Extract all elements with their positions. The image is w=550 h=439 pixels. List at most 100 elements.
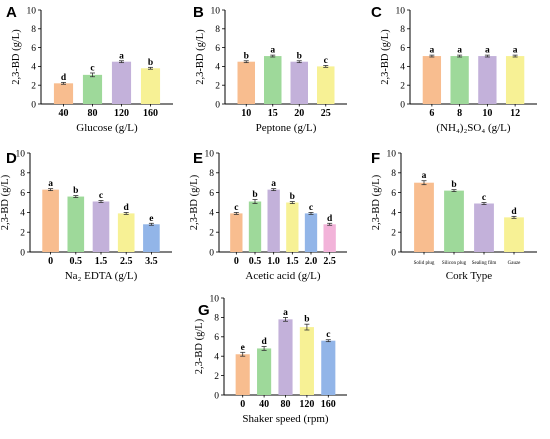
- panel-letter-f: F: [371, 150, 380, 167]
- y-tick-label-a: 4: [31, 63, 36, 73]
- y-tick-label-d: 10: [16, 149, 26, 159]
- sig-letter-a-0: d: [61, 73, 67, 83]
- x-tick-label-f-1: Silicon plug: [442, 261, 467, 266]
- sig-letter-g-1: d: [261, 337, 267, 347]
- y-tick-label-c: 10: [396, 6, 406, 16]
- bar-d-3: [117, 213, 135, 252]
- sig-letter-a-2: a: [119, 51, 124, 61]
- sig-letter-g-3: b: [304, 315, 309, 325]
- bar-a-0: [53, 83, 74, 104]
- x-axis-label-a: Glucose (g/L): [76, 122, 138, 134]
- y-tick-label-b: 4: [215, 63, 220, 73]
- x-axis-label-f: Cork Type: [446, 270, 493, 282]
- panel-letter-a: A: [6, 4, 17, 21]
- sig-letter-a-3: b: [148, 58, 153, 68]
- y-tick-label-e: 10: [205, 149, 215, 159]
- sig-letter-f-0: a: [422, 171, 427, 181]
- bar-g-0: [235, 354, 250, 395]
- x-tick-label-b-0: 10: [241, 108, 251, 119]
- sig-letter-b-0: b: [244, 51, 249, 61]
- y-tick-label-a: 2: [31, 82, 36, 92]
- y-axis-label-g: 2,3-BD (g/L): [194, 318, 205, 374]
- sig-letter-e-1: b: [252, 190, 257, 200]
- sig-letter-c-1: a: [457, 46, 462, 56]
- sig-letter-e-3: b: [290, 192, 295, 202]
- bar-b-1: [264, 56, 282, 104]
- bar-e-0: [230, 213, 243, 252]
- y-tick-label-c: 0: [400, 100, 405, 110]
- bar-c-2: [478, 56, 497, 104]
- bar-a-1: [82, 74, 103, 104]
- x-tick-label-c-1: 8: [457, 108, 462, 119]
- x-tick-label-f-0: Solid plug: [414, 261, 435, 266]
- y-tick-label-b: 8: [215, 25, 220, 35]
- y-tick-label-f: 10: [387, 149, 397, 159]
- panel-a: A 0 2 4 6 8 10 2,3-BD (g/L) Glucose (g/L) d 40 c 80 a…: [6, 4, 173, 134]
- bar-d-1: [67, 196, 85, 252]
- sig-letter-e-5: d: [327, 214, 333, 224]
- sig-letter-g-4: c: [326, 330, 330, 340]
- y-tick-label-a: 0: [31, 100, 36, 110]
- x-tick-label-g-3: 120: [299, 399, 314, 410]
- panel-c: C 0 2 4 6 8 10 2,3-BD (g/L) (NH₄)₂SO₄ (g/L) a 6 a 8 a…: [371, 4, 537, 134]
- bar-c-3: [505, 56, 525, 104]
- x-tick-label-f-3: Gauze: [508, 261, 522, 266]
- y-tick-label-a: 6: [31, 44, 36, 54]
- x-tick-label-c-3: 12: [510, 108, 520, 119]
- sig-letter-d-1: b: [73, 186, 78, 196]
- x-tick-label-a-2: 120: [114, 108, 129, 119]
- x-tick-label-d-1: 0.5: [70, 256, 83, 267]
- y-tick-label-d: 0: [20, 248, 25, 258]
- y-tick-label-g: 8: [214, 314, 219, 324]
- sig-letter-f-2: c: [482, 193, 486, 203]
- y-tick-label-e: 8: [209, 169, 214, 179]
- bar-e-3: [286, 202, 299, 252]
- bar-d-0: [42, 189, 59, 252]
- sig-letter-d-2: c: [99, 191, 103, 201]
- x-tick-label-g-1: 40: [259, 399, 269, 410]
- panel-g: G 0 2 4 6 8 10 2,3-BD (g/L) Shaker speed (rpm) e 0…: [194, 294, 347, 425]
- sig-letter-d-3: d: [124, 203, 130, 213]
- y-tick-label-g: 0: [214, 391, 219, 401]
- y-axis-label-c: 2,3-BD (g/L): [380, 29, 391, 85]
- y-tick-label-g: 6: [214, 333, 219, 343]
- x-axis-label-b: Peptone (g/L): [256, 122, 317, 134]
- bar-b-0: [237, 61, 255, 104]
- bar-f-0: [414, 182, 434, 252]
- x-tick-label-f-2: Sealing film: [472, 261, 497, 266]
- x-tick-label-b-1: 15: [268, 108, 278, 119]
- y-tick-label-d: 8: [20, 169, 25, 179]
- y-tick-label-b: 10: [211, 6, 221, 16]
- bar-d-2: [92, 201, 110, 252]
- panel-letter-e: E: [193, 150, 203, 167]
- x-axis-label-c: (NH₄)₂SO₄ (g/L): [436, 122, 510, 134]
- x-tick-label-g-2: 80: [281, 399, 291, 410]
- panel-d: D 0 2 4 6 8 10 2,3-BD (g/L) Na₂ EDTA (g/L) a 0 b 0.5…: [0, 149, 172, 282]
- y-tick-label-f: 6: [391, 189, 396, 199]
- sig-letter-g-0: e: [241, 343, 245, 353]
- sig-letter-f-1: b: [451, 180, 456, 190]
- y-axis-label-f: 2,3-BD (g/L): [371, 174, 382, 230]
- x-tick-label-d-2: 1.5: [95, 256, 108, 267]
- x-tick-label-e-5: 2.5: [323, 256, 336, 267]
- y-tick-label-g: 4: [214, 353, 219, 363]
- panel-letter-c: C: [371, 4, 382, 21]
- x-tick-label-d-3: 2.5: [120, 256, 133, 267]
- panel-e: E 0 2 4 6 8 10 2,3-BD (g/L) Acetic acid (g/L) c 0 b…: [189, 149, 347, 282]
- y-tick-label-d: 6: [20, 189, 25, 199]
- panel-letter-d: D: [6, 150, 17, 167]
- y-tick-label-d: 2: [20, 229, 25, 239]
- sig-letter-d-4: e: [149, 214, 153, 224]
- bar-c-0: [422, 56, 442, 104]
- y-tick-label-c: 2: [400, 82, 405, 92]
- x-tick-label-a-3: 160: [143, 108, 158, 119]
- bar-d-4: [143, 224, 160, 252]
- x-tick-label-e-3: 1.5: [286, 256, 299, 267]
- bar-e-2: [267, 189, 280, 252]
- y-tick-label-c: 4: [400, 63, 405, 73]
- bar-c-1: [450, 56, 469, 104]
- sig-letter-c-0: a: [430, 46, 435, 56]
- sig-letter-c-3: a: [513, 46, 518, 56]
- x-tick-label-a-1: 80: [88, 108, 98, 119]
